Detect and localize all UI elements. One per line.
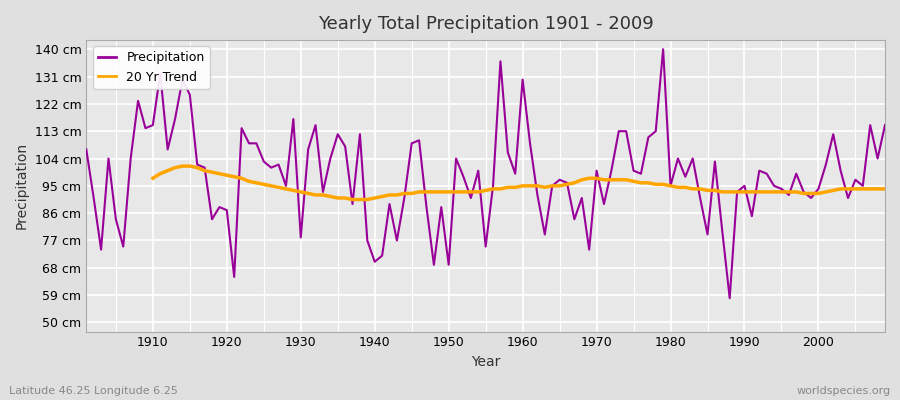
Text: worldspecies.org: worldspecies.org [796,386,891,396]
Title: Yearly Total Precipitation 1901 - 2009: Yearly Total Precipitation 1901 - 2009 [318,15,653,33]
Legend: Precipitation, 20 Yr Trend: Precipitation, 20 Yr Trend [93,46,210,89]
Y-axis label: Precipitation: Precipitation [15,142,29,230]
X-axis label: Year: Year [471,355,500,369]
Text: Latitude 46.25 Longitude 6.25: Latitude 46.25 Longitude 6.25 [9,386,178,396]
